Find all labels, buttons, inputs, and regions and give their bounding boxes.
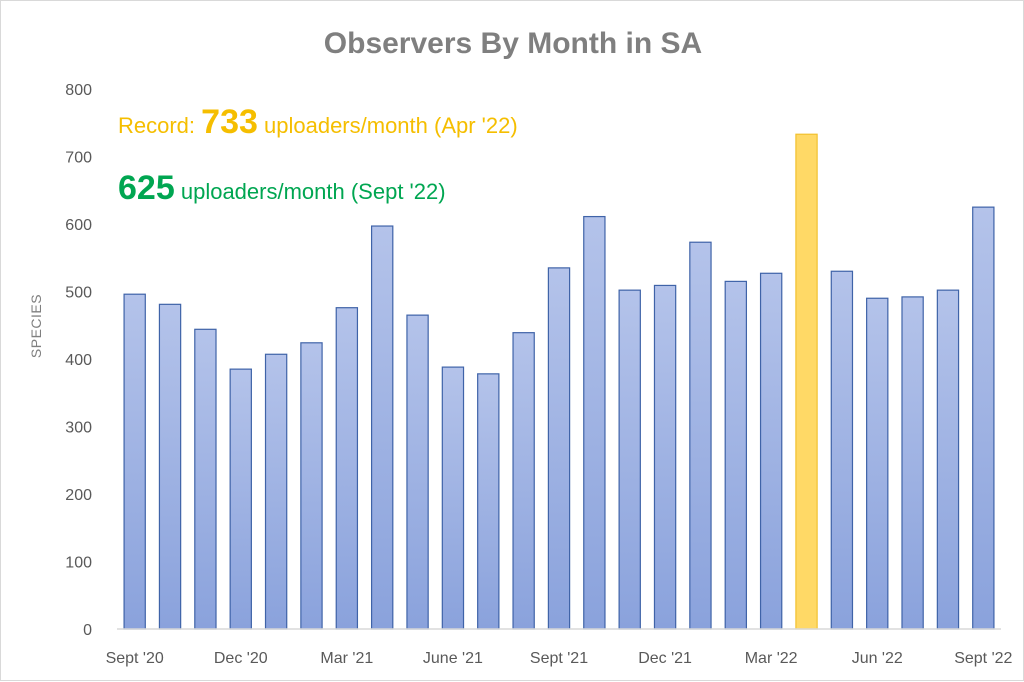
bar xyxy=(194,328,217,630)
annotation-record-value: 733 xyxy=(201,103,258,141)
bar xyxy=(370,225,394,630)
bar xyxy=(158,303,182,630)
bar xyxy=(830,270,854,630)
bar xyxy=(406,314,429,630)
bar xyxy=(583,215,606,630)
x-tick-label: Jun '22 xyxy=(852,650,903,667)
bar xyxy=(618,289,641,630)
x-tick-label: Sept '21 xyxy=(530,650,588,667)
y-tick-label: 700 xyxy=(65,150,92,167)
annotation-record-prefix: Record: xyxy=(118,113,201,138)
bar xyxy=(901,296,924,630)
y-tick-label: 100 xyxy=(65,555,92,572)
bar xyxy=(300,342,323,630)
bar xyxy=(335,307,359,630)
bar xyxy=(477,373,500,630)
y-tick-label: 600 xyxy=(65,217,92,234)
x-tick-label: June '21 xyxy=(423,650,483,667)
y-tick-label: 200 xyxy=(65,487,92,504)
x-tick-label: Mar '22 xyxy=(745,650,798,667)
x-tick-label: Dec '20 xyxy=(214,650,268,667)
bar xyxy=(512,332,535,630)
bar xyxy=(866,297,889,630)
bar xyxy=(972,206,995,630)
bar xyxy=(441,366,465,630)
bar xyxy=(936,289,960,630)
x-tick-label: Sept '22 xyxy=(954,650,1012,667)
bar xyxy=(724,280,748,630)
chart-title: Observers By Month in SA xyxy=(324,27,702,60)
bar xyxy=(547,267,571,630)
bar xyxy=(123,293,146,630)
y-tick-label: 300 xyxy=(65,420,92,437)
y-tick-label: 800 xyxy=(65,82,92,99)
annotation-current-suffix: uploaders/month (Sept '22) xyxy=(175,179,446,204)
x-tick-label: Dec '21 xyxy=(638,650,692,667)
bar xyxy=(689,241,712,630)
y-axis-label: SPECIES xyxy=(28,294,44,358)
x-axis-ticks: Sept '20 Dec '20 Mar '21 June '21 Sept '21 De… xyxy=(106,650,1013,667)
bar xyxy=(229,368,252,630)
y-tick-label: 500 xyxy=(65,285,92,302)
y-tick-label: 400 xyxy=(65,352,92,369)
bar xyxy=(759,272,783,630)
bar xyxy=(653,284,677,630)
y-axis-ticks: 0 100 200 300 400 500 600 700 800 xyxy=(65,82,92,639)
annotation-record: Record: 733 uploaders/month (Apr '22) xyxy=(118,103,518,141)
bar xyxy=(264,353,288,630)
x-tick-label: Mar '21 xyxy=(320,650,373,667)
y-tick-label: 0 xyxy=(83,622,92,639)
annotation-current-value: 625 xyxy=(118,169,175,207)
annotation-record-suffix: uploaders/month (Apr '22) xyxy=(258,113,518,138)
x-tick-label: Sept '20 xyxy=(106,650,164,667)
bar-highlight xyxy=(795,133,818,630)
annotation-current: 625 uploaders/month (Sept '22) xyxy=(118,169,446,207)
bars xyxy=(123,133,995,630)
